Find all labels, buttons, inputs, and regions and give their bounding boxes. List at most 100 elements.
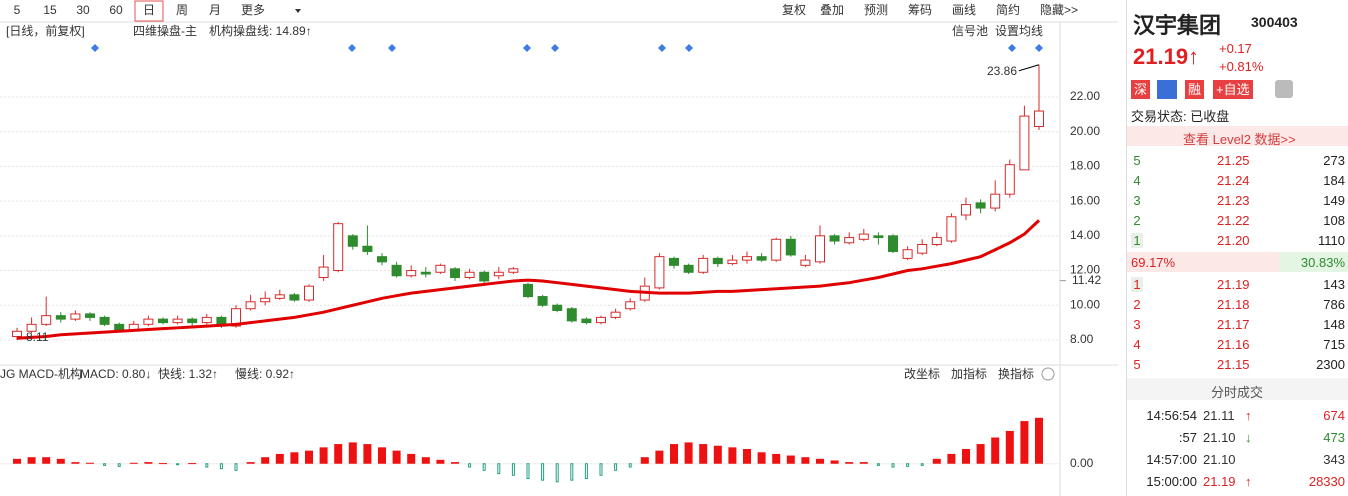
volume: 149 bbox=[1323, 193, 1345, 208]
macd-bar bbox=[1020, 421, 1029, 464]
candle-body bbox=[187, 318, 198, 324]
candle-body bbox=[362, 245, 373, 252]
ma-setting[interactable]: 设置均线 bbox=[995, 24, 1043, 38]
macd-bar bbox=[845, 462, 854, 464]
trade-price: 21.11 bbox=[1203, 408, 1235, 423]
candle-body bbox=[610, 311, 621, 318]
tool-button[interactable]: 复权 bbox=[782, 3, 806, 17]
tool-button[interactable]: 隐藏>> bbox=[1040, 3, 1078, 17]
macd-bar bbox=[976, 444, 985, 464]
macd-tool[interactable]: 改坐标 bbox=[904, 367, 940, 381]
candle-body bbox=[158, 318, 168, 324]
ratio-sell-bg bbox=[1279, 252, 1348, 272]
candle-body bbox=[231, 308, 241, 327]
candle-body bbox=[537, 296, 548, 306]
y-tick-label: 20.00 bbox=[1070, 124, 1100, 138]
candle-body bbox=[143, 318, 154, 325]
candle-body bbox=[1019, 115, 1030, 171]
volume: 148 bbox=[1323, 317, 1345, 332]
macd-stat: MACD: 0.80↓ bbox=[80, 367, 151, 381]
trade-volume: 674 bbox=[1323, 408, 1345, 423]
signal-markers bbox=[91, 44, 1043, 52]
period-button[interactable]: 15 bbox=[43, 3, 57, 17]
level: 5 bbox=[1133, 153, 1141, 168]
macd-bar bbox=[699, 444, 708, 464]
candle-body bbox=[712, 257, 723, 265]
tool-button[interactable]: 简约 bbox=[996, 2, 1020, 17]
chart: 5 15 30 60 日 周 月 更多 复权 叠加 预测 筹码 画线 简约 隐藏>> [日线，前复权] 四维操盘… bbox=[0, 0, 1118, 496]
macd-tool[interactable]: 换指标 bbox=[998, 366, 1034, 381]
tool-button[interactable]: 画线 bbox=[952, 3, 976, 17]
signal-pool[interactable]: 信号池 bbox=[952, 24, 988, 38]
candle-body bbox=[683, 264, 694, 273]
tool-button[interactable]: 筹码 bbox=[908, 3, 932, 17]
macd-bar bbox=[991, 437, 1000, 464]
trade-time: 14:57:00 bbox=[1146, 452, 1197, 467]
close-icon[interactable] bbox=[1041, 367, 1055, 381]
macd-bar bbox=[319, 447, 328, 464]
quote-panel: 汉宇集团 300403 21.19↑ +0.17 +0.81% 深融 +自选 交易状态: 已收… bbox=[1126, 0, 1348, 496]
price: 21.19 bbox=[1217, 277, 1250, 292]
macd-tool[interactable]: 加指标 bbox=[951, 366, 987, 381]
volume: 715 bbox=[1323, 337, 1345, 352]
volume: 1110 bbox=[1318, 233, 1345, 248]
candle-body bbox=[625, 301, 636, 310]
candle-body bbox=[785, 238, 796, 256]
period-button[interactable]: 5 bbox=[14, 3, 21, 17]
period-button[interactable]: 日 bbox=[143, 3, 155, 17]
level: 1 bbox=[1131, 277, 1143, 292]
macd-bar bbox=[234, 463, 238, 471]
candle-body bbox=[333, 223, 344, 272]
tool-button[interactable]: 叠加 bbox=[820, 3, 844, 17]
candle-body bbox=[464, 271, 475, 278]
candle-body bbox=[274, 294, 285, 299]
candle-body bbox=[318, 266, 329, 278]
ma-line bbox=[16, 219, 1041, 340]
trades-title: 分时成交 bbox=[1211, 385, 1264, 400]
macd-bar bbox=[599, 463, 603, 476]
candle-body bbox=[420, 271, 431, 275]
macd-bar bbox=[786, 455, 795, 464]
stock-code: 300403 bbox=[1251, 14, 1298, 30]
candle-body bbox=[508, 268, 519, 273]
candle-body bbox=[12, 330, 22, 337]
macd-bar bbox=[378, 447, 386, 464]
period-button[interactable]: 周 bbox=[176, 3, 188, 17]
badge[interactable]: +自选 bbox=[1213, 80, 1253, 99]
price-marker-label: 11.42 bbox=[1072, 273, 1101, 287]
candle-body bbox=[756, 256, 767, 261]
period-button[interactable]: 更多 bbox=[241, 3, 265, 17]
trade-time: 15:00:00 bbox=[1146, 474, 1197, 489]
level: 1 bbox=[1131, 233, 1143, 248]
period-active bbox=[134, 0, 164, 22]
macd-bar bbox=[305, 450, 313, 464]
candle-body bbox=[961, 204, 971, 216]
macd-bar bbox=[117, 463, 121, 467]
period-button[interactable]: 60 bbox=[109, 3, 123, 17]
last-price: 21.19↑ bbox=[1133, 44, 1200, 69]
min-label: 8.11 bbox=[26, 330, 49, 344]
price: 21.22 bbox=[1217, 213, 1250, 228]
period-button[interactable]: 月 bbox=[209, 3, 221, 17]
candle-body bbox=[435, 264, 446, 273]
macd-bar bbox=[932, 458, 941, 464]
ratio-buy-bg bbox=[1127, 252, 1279, 272]
badge[interactable]: 深 bbox=[1131, 80, 1151, 99]
bell[interactable] bbox=[1275, 80, 1293, 98]
trade-direction: ↓ bbox=[1245, 430, 1252, 445]
y-tick-label: 16.00 bbox=[1070, 193, 1100, 207]
macd-bar bbox=[541, 463, 545, 481]
macd-bar bbox=[920, 463, 924, 466]
price: 21.25 bbox=[1217, 153, 1250, 168]
level2-link[interactable]: 查看 Level2 数据>> bbox=[1183, 132, 1296, 147]
macd-bar bbox=[421, 457, 430, 464]
volume: 2300 bbox=[1316, 357, 1345, 372]
badge[interactable]: 融 bbox=[1185, 80, 1205, 99]
candle-body bbox=[523, 283, 533, 298]
tool-button[interactable]: 预测 bbox=[864, 3, 888, 17]
macd-bar bbox=[103, 463, 107, 466]
lightning-badge[interactable] bbox=[1157, 80, 1177, 99]
macd-bar bbox=[56, 458, 65, 464]
period-button[interactable]: 30 bbox=[76, 3, 90, 17]
candle-body bbox=[377, 256, 387, 263]
